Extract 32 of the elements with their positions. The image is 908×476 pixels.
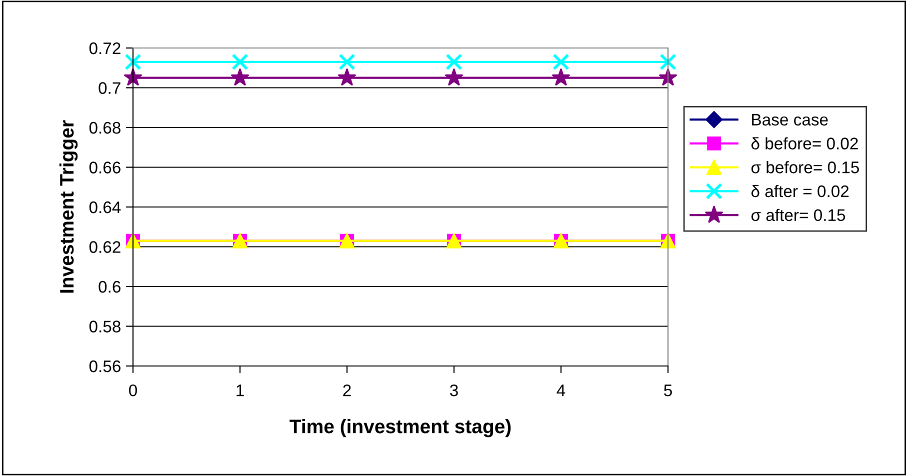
point	[446, 54, 462, 70]
point	[552, 68, 570, 86]
x-axis-title: Time (investment stage)	[290, 419, 511, 438]
y-tick-label: 0.64	[89, 201, 121, 214]
y-tick-label: 0.72	[89, 42, 120, 54]
x-tick-label: 5	[664, 384, 672, 396]
point	[552, 54, 570, 70]
y-axis-title: Investment Trigger	[59, 120, 78, 293]
point	[444, 68, 464, 86]
point	[338, 54, 356, 70]
y-tick-label: 0.7	[98, 82, 120, 94]
x-tick-label: 4	[556, 384, 566, 396]
y-tick-label: 0.66	[89, 162, 120, 174]
y-tick-label: 0.68	[89, 122, 120, 134]
legend-label: σ after= 0.15	[751, 208, 846, 222]
y-tick-label: 0.56	[89, 360, 120, 372]
legend-label: δ before= 0.02	[751, 137, 858, 150]
point	[230, 68, 250, 86]
y-tick-label: 0.62	[89, 241, 120, 253]
x-tick-label: 2	[343, 384, 351, 396]
legend-label: δ after = 0.02	[751, 184, 849, 198]
point	[338, 68, 356, 86]
legend-label: σ before= 0.15	[751, 161, 859, 174]
y-tick-label: 0.6	[98, 280, 120, 293]
y-tick-label: 0.58	[89, 320, 120, 332]
x-tick-label: 1	[236, 384, 244, 396]
point	[232, 54, 248, 70]
x-tick-label: 0	[129, 384, 137, 396]
x-tick-label: 3	[450, 384, 458, 396]
point	[660, 54, 676, 70]
point	[124, 54, 142, 70]
legend-label: Base case	[752, 114, 828, 126]
